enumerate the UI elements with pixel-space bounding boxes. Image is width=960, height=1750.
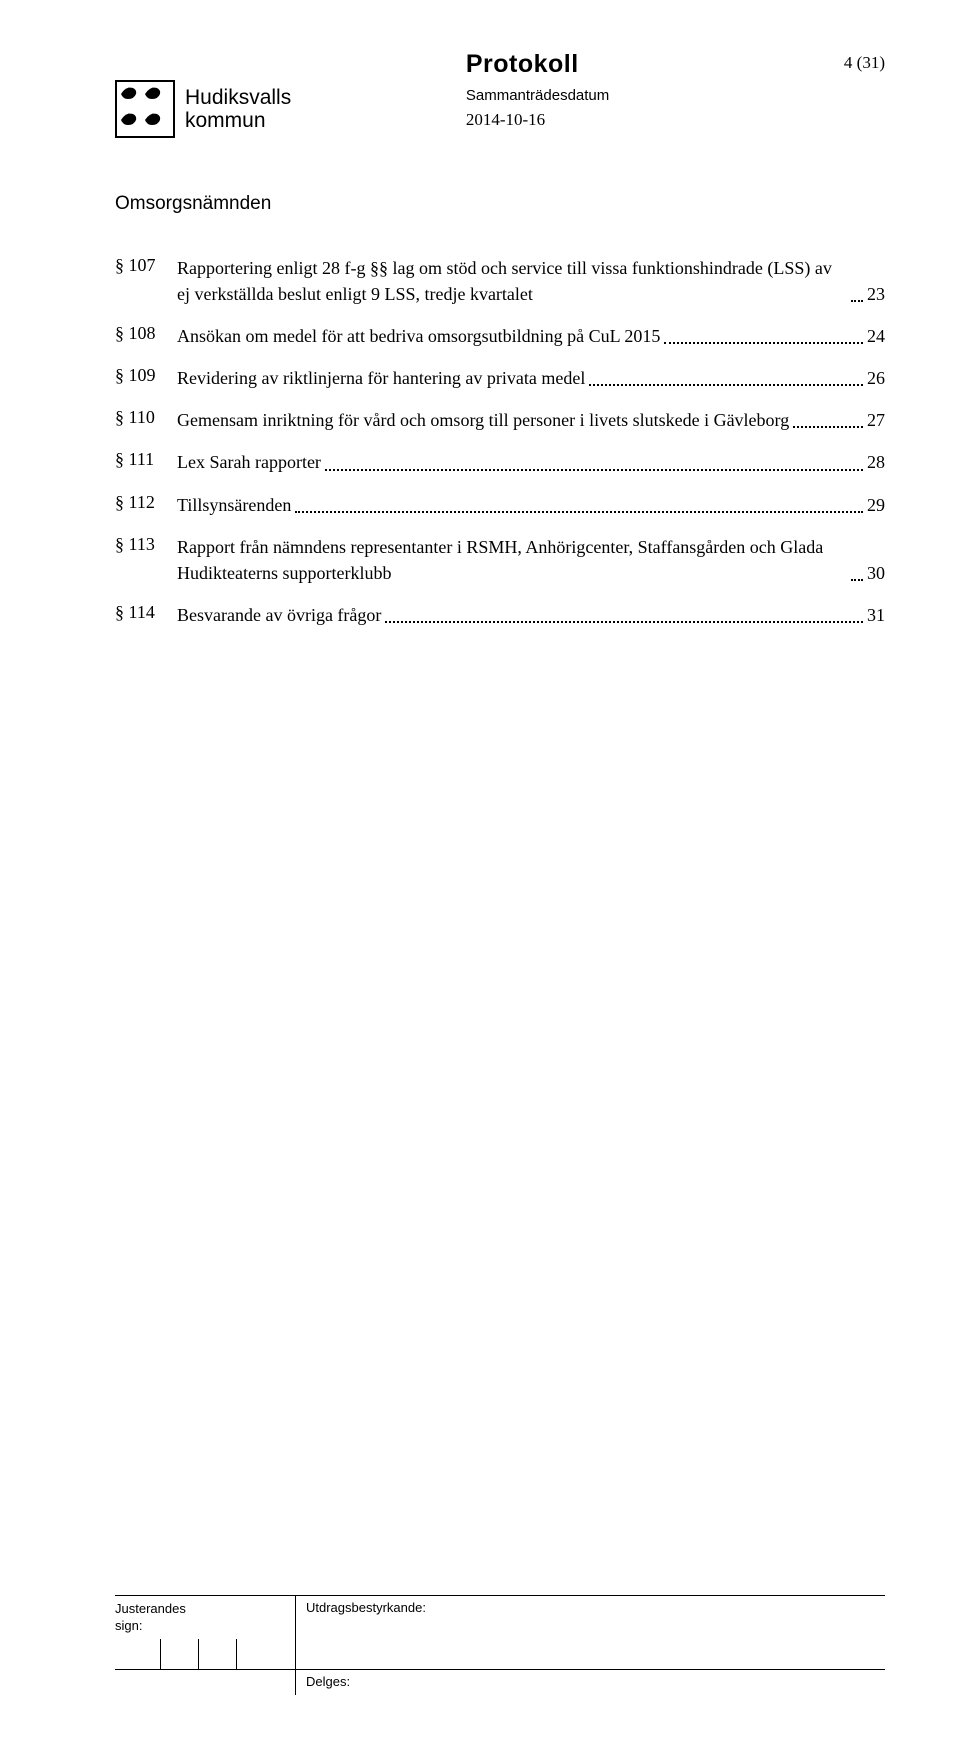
toc-dots [325,469,863,471]
footer-signature-cells [115,1639,295,1669]
toc-page: 23 [867,281,885,307]
toc-row: § 108 Ansökan om medel för att bedriva o… [115,323,885,349]
toc-page: 26 [867,365,885,391]
header: Hudiksvalls kommun Protokoll Sammanträde… [115,50,885,138]
toc-title: Tillsynsärenden [177,492,291,518]
board-name: Omsorgsnämnden [115,193,885,215]
footer: Justerandes sign: Utdragsbestyrkande: De… [115,1595,885,1695]
toc-title: Ansökan om medel för att bedriva omsorgs… [177,323,660,349]
toc-row: § 107 Rapportering enligt 28 f-g §§ lag … [115,255,885,307]
toc-dots [851,579,863,581]
footer-bottom-left [115,1670,295,1695]
footer-left-label1: Justerandes [115,1600,295,1618]
footer-certification: Utdragsbestyrkande: [295,1596,885,1669]
signature-cell [199,1639,237,1669]
page: Hudiksvalls kommun Protokoll Sammanträde… [0,0,960,1750]
toc-dots [295,511,863,513]
toc-section: § 114 [115,602,177,623]
toc-title: Revidering av riktlinjerna för hantering… [177,365,585,391]
toc-title: Besvarande av övriga frågor [177,602,381,628]
municipality-logo-icon [115,80,175,138]
toc-title: Rapport från nämndens representanter i R… [177,534,847,586]
toc-row: § 112 Tillsynsärenden 29 [115,492,885,518]
toc-section: § 113 [115,534,177,555]
toc-section: § 108 [115,323,177,344]
toc-body: Ansökan om medel för att bedriva omsorgs… [177,323,885,349]
footer-distribution: Delges: [295,1670,885,1695]
page-number: 4 (31) [844,53,885,73]
footer-top: Justerandes sign: Utdragsbestyrkande: [115,1595,885,1669]
toc-body: Lex Sarah rapporter 28 [177,449,885,475]
toc-title: Rapportering enligt 28 f-g §§ lag om stö… [177,255,847,307]
toc-section: § 110 [115,407,177,428]
toc-body: Gemensam inriktning för vård och omsorg … [177,407,885,433]
toc-body: Besvarande av övriga frågor 31 [177,602,885,628]
meeting-date-label: Sammanträdesdatum [466,87,609,104]
toc-dots [793,426,863,428]
meeting-date: 2014-10-16 [466,110,609,130]
logo-block: Hudiksvalls kommun [115,80,291,138]
toc-page: 29 [867,492,885,518]
toc-page: 31 [867,602,885,628]
toc-row: § 113 Rapport från nämndens representant… [115,534,885,586]
toc-section: § 112 [115,492,177,513]
toc-row: § 110 Gemensam inriktning för vård och o… [115,407,885,433]
toc-dots [851,300,863,302]
toc-title: Lex Sarah rapporter [177,449,321,475]
toc-section: § 107 [115,255,177,276]
toc-page: 30 [867,560,885,586]
toc-body: Revidering av riktlinjerna för hantering… [177,365,885,391]
toc-row: § 111 Lex Sarah rapporter 28 [115,449,885,475]
signature-cell [115,1639,161,1669]
toc-row: § 109 Revidering av riktlinjerna för han… [115,365,885,391]
footer-bottom: Delges: [115,1669,885,1695]
toc-section: § 111 [115,449,177,470]
footer-left-label2: sign: [115,1617,295,1635]
table-of-contents: § 107 Rapportering enligt 28 f-g §§ lag … [115,255,885,628]
signature-cell [161,1639,199,1669]
toc-body: Rapport från nämndens representanter i R… [177,534,885,586]
header-center: Protokoll Sammanträdesdatum 2014-10-16 [466,50,609,130]
toc-section: § 109 [115,365,177,386]
logo-text: Hudiksvalls kommun [185,86,291,132]
toc-dots [664,342,863,344]
toc-page: 27 [867,407,885,433]
toc-dots [589,384,863,386]
toc-body: Tillsynsärenden 29 [177,492,885,518]
toc-row: § 114 Besvarande av övriga frågor 31 [115,602,885,628]
toc-body: Rapportering enligt 28 f-g §§ lag om stö… [177,255,885,307]
footer-signatory-block: Justerandes sign: [115,1596,295,1669]
toc-dots [385,621,863,623]
toc-title: Gemensam inriktning för vård och omsorg … [177,407,789,433]
document-type-title: Protokoll [466,50,609,79]
logo-line1: Hudiksvalls [185,86,291,109]
toc-page: 28 [867,449,885,475]
toc-page: 24 [867,323,885,349]
logo-line2: kommun [185,109,291,132]
